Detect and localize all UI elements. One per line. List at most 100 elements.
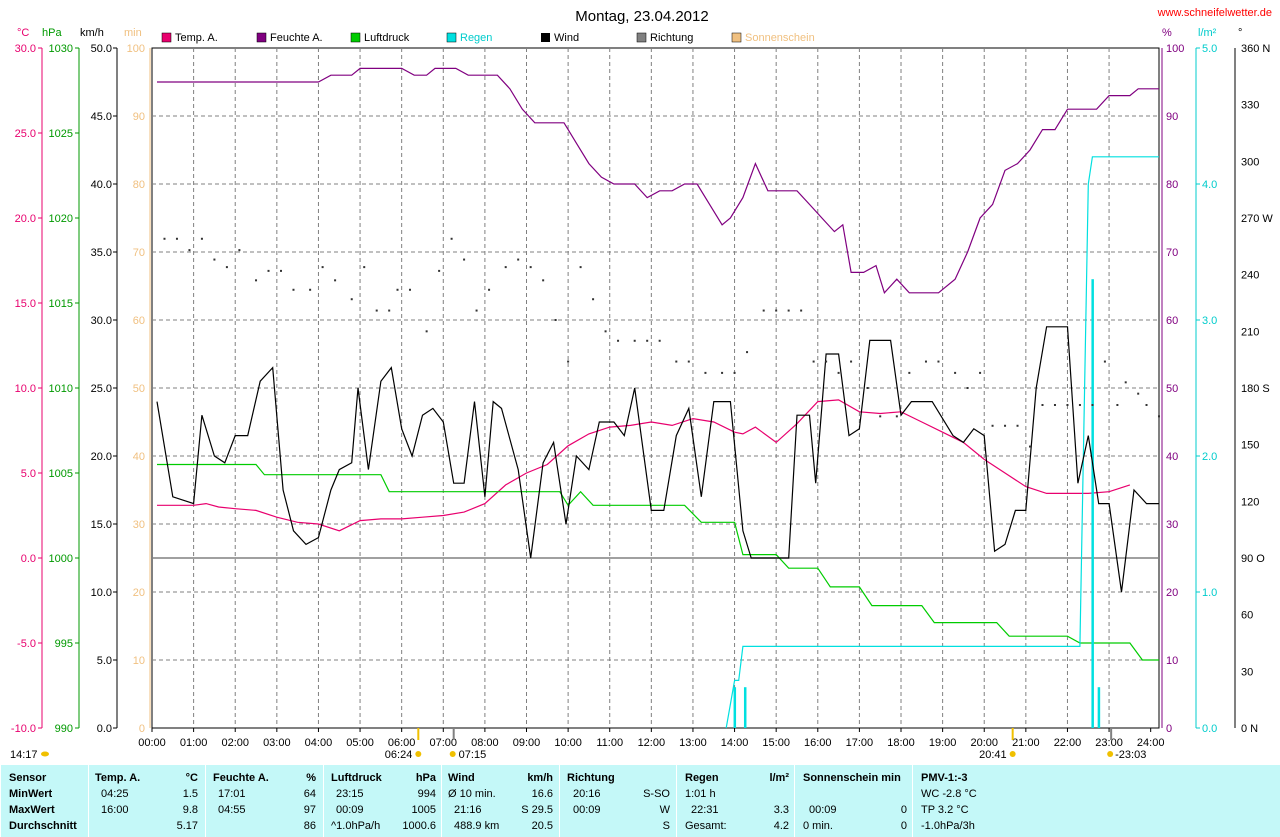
stats-col-direction: Richtung 20:16 S-SO 00:09 W S [559,765,677,837]
time-tick: 06:00 [388,737,416,749]
direction-point [908,371,911,374]
time-tick: 23:00 [1095,737,1123,749]
direction-point [895,415,898,418]
dir-r2-time: 00:09 [573,804,601,816]
series-rain-total [725,156,1159,729]
site-url[interactable]: www.schneifelwetter.de [1157,7,1272,19]
stats-col-wind: Wind km/h Ø 10 min. 16.6 21:16 S 29.5 48… [441,765,560,837]
direction-point [1016,424,1019,427]
temp-tick: 0.0 [21,553,36,565]
press-max-time: 00:09 [336,804,364,816]
dir-r2: W [659,804,670,816]
press-min: 994 [417,788,436,800]
humidity-tick: 80 [1166,179,1178,191]
direction-point [1124,381,1127,384]
direction-point [363,266,366,269]
rain-total-label: Gesamt: [685,820,727,832]
legend-label-humidity: Feuchte A. [270,32,323,44]
direction-point [687,360,690,363]
legend-swatch-direction [636,32,647,43]
temp-tick: 25.0 [15,128,36,140]
sun-tick: 90 [133,111,145,123]
rain-total: 4.2 [773,820,789,832]
legend-label-pressure: Luftdruck [364,32,410,44]
time-tick: 05:00 [346,737,374,749]
sun-tick: 60 [133,315,145,327]
sun-duration-icon [41,751,49,757]
legend: Temp. A. Feuchte A. Luftdruck Regen Wind… [161,32,815,44]
wind-tick: 10.0 [91,587,112,599]
rain-tick: 4.0 [1202,179,1217,191]
humidity-tick: 50 [1166,383,1178,395]
sun-moon-markers: 06:24 07:15 20:41 -23:03 14:17 [10,728,1146,761]
pressure-tick: 1000 [49,553,73,565]
direction-point [292,288,295,291]
direction-point [604,330,607,333]
pmv-dewpoint: TP 3.2 °C [921,804,969,816]
wind-tick: 25.0 [91,383,112,395]
rain-duration: 1:01 h [685,788,716,800]
time-tick: 11:00 [596,737,623,749]
direction-point [866,387,869,389]
time-tick: 09:00 [513,737,541,749]
direction-tick: 210 [1241,326,1259,338]
legend-swatch-rain [446,32,457,43]
direction-point [1004,424,1007,427]
temp-min: 1.5 [182,788,198,800]
direction-point [850,360,853,363]
sun-tick: 80 [133,179,145,191]
direction-point [321,266,324,269]
direction-point [200,237,203,240]
time-tick: 19:00 [929,737,957,749]
direction-point [309,288,312,291]
direction-point [1145,404,1148,406]
direction-point [188,249,191,252]
pressure-tick: 1005 [49,468,73,480]
sun-tick: 50 [133,383,145,395]
rain-max: 3.3 [773,804,789,816]
pressure-tick: 1010 [49,383,73,395]
time-tick: 15:00 [762,737,790,749]
hum-avg: 86 [303,820,316,832]
series-wind [156,326,1159,593]
rain-bar [1097,687,1101,728]
stats-header-sunshine: Sonnenschein min [803,772,901,784]
moon-icon [1107,751,1114,757]
pressure-tick: 1025 [49,128,73,140]
time-tick: 02:00 [221,737,249,749]
stats-label-max: MaxWert [9,804,55,816]
direction-point [1137,392,1140,395]
stats-col-sensor: Sensor MinWert MaxWert Durchschnitt [0,765,89,837]
stats-header-pressure: Luftdruck [331,772,382,784]
sunset-time: 20:41 [979,749,1007,761]
temp-tick: 20.0 [15,213,36,225]
humidity-tick: 20 [1166,587,1178,599]
hum-min-time: 17:01 [218,788,246,800]
direction-point [825,360,828,363]
sun-tick: 0 [139,723,145,735]
direction-point [1103,360,1106,363]
direction-point [733,371,736,374]
legend-label-direction: Richtung [650,32,693,44]
sun-icon [1009,751,1016,757]
stats-col-rain: Regen l/m² 1:01 h 22:31 3.3 Gesamt: 4.2 [676,765,795,837]
direction-tick: 150 [1241,440,1259,452]
stats-header-temp: Temp. A. [95,772,141,784]
pressure-tick: 995 [55,638,73,650]
time-tick: 20:00 [970,737,998,749]
unit-direction: ° [1238,27,1242,39]
press-avg: 1000.6 [402,820,436,832]
stats-col-pressure: Luftdruck hPa 23:15 994 00:09 1005 ^1.0h… [323,765,442,837]
rain-tick: 2.0 [1202,451,1217,463]
dir-r1: S-SO [643,788,670,800]
humidity-tick: 100 [1166,43,1184,55]
stats-header-humidity-unit: % [306,772,316,784]
direction-point [592,298,595,301]
axis-ticks: 30.025.020.015.010.05.00.0-5.0-10.010301… [11,43,1273,749]
direction-tick: 300 [1241,156,1259,168]
direction-tick: 90 O [1241,553,1265,565]
humidity-tick: 60 [1166,315,1178,327]
humidity-tick: 30 [1166,519,1178,531]
sun-total-label: 0 min. [803,820,833,832]
direction-point [924,360,927,363]
